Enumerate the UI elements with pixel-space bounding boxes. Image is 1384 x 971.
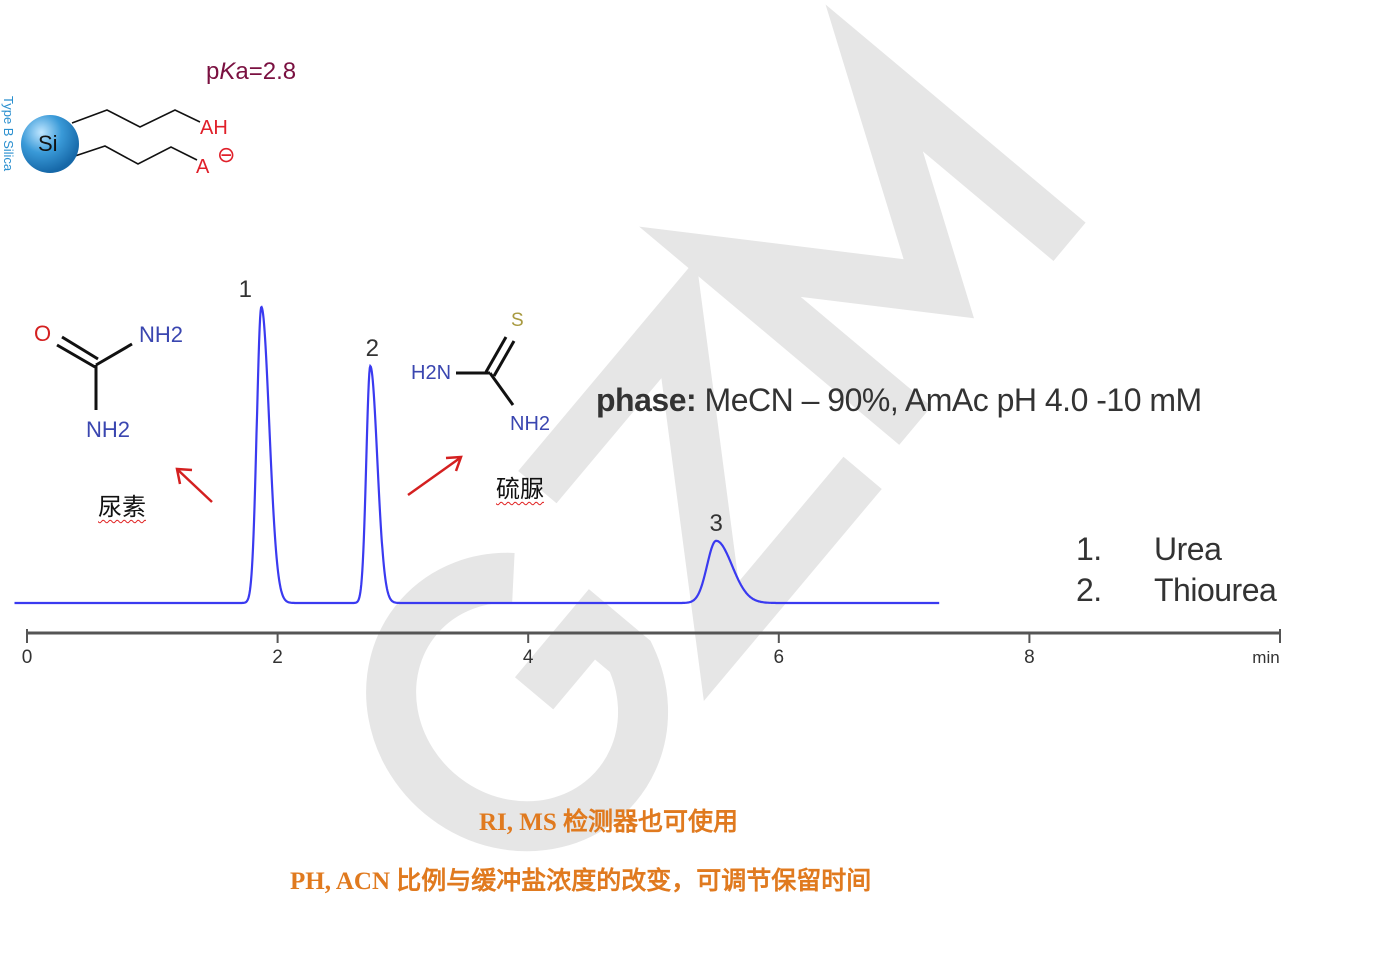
- mobile-phase-label: phase:: [596, 382, 697, 418]
- x-tick-label: 6: [774, 647, 785, 668]
- x-tick-label: 8: [1024, 647, 1035, 668]
- thiourea-sulfur: S: [511, 310, 524, 331]
- acid-group-label: AH: [200, 117, 228, 139]
- arrow-to-thiourea: [407, 455, 463, 497]
- x-axis-label: min: [1252, 648, 1279, 667]
- thiourea-structure: [456, 336, 516, 406]
- legend-item: 2. Thiourea: [1076, 572, 1277, 608]
- thiourea-nh2: NH2: [510, 413, 551, 435]
- watermark-letter-g: [366, 552, 669, 852]
- silica-particle: [21, 115, 79, 173]
- peak-label: 3: [709, 510, 722, 537]
- thiourea-h2n: H2N: [411, 362, 452, 384]
- arrow-to-urea: [175, 467, 213, 503]
- watermark-letter-m: [639, 4, 1086, 445]
- retention-note: PH, ACN 比例与缓冲盐浓度的改变，可调节保留时间: [290, 868, 872, 895]
- silica-type-label: Type B Silica: [1, 96, 16, 172]
- urea-name-cn: 尿素: [98, 493, 146, 521]
- alkyl-chain-bottom: [71, 145, 198, 165]
- x-tick-label: 4: [523, 647, 534, 668]
- alkyl-chain-top: [71, 109, 201, 128]
- mobile-phase-value: MeCN – 90%, AmAc pH 4.0 -10 mM: [704, 382, 1203, 418]
- stationary-phase-diagram: [21, 109, 201, 173]
- pka-label: pKa=2.8: [206, 58, 297, 85]
- peak-label: 2: [366, 335, 379, 362]
- urea-oxygen: O: [34, 321, 52, 346]
- watermark: [366, 4, 1086, 852]
- thiourea-name-cn: 硫脲: [496, 475, 544, 503]
- urea-nh2-bottom: NH2: [86, 417, 131, 442]
- urea-structure: [56, 335, 133, 410]
- detector-note: RI, MS 检测器也可使用: [479, 809, 739, 836]
- x-tick-label: 0: [22, 647, 33, 668]
- x-tick-label: 2: [272, 647, 283, 668]
- silica-particle-label: Si: [38, 131, 58, 156]
- negative-charge-icon: ⊖: [217, 142, 236, 167]
- mobile-phase: phase: MeCN – 90%, AmAc pH 4.0 -10 mM: [596, 381, 1202, 419]
- urea-nh2-top: NH2: [139, 322, 184, 347]
- chromatogram: 1 2 3 0 2 4 6 8 min: [14, 276, 1281, 668]
- legend-item: 1. Urea: [1076, 531, 1222, 567]
- watermark-letter-z: [518, 258, 882, 702]
- chromatogram-trace: [14, 305, 940, 605]
- peak-label: 1: [239, 276, 252, 303]
- anion-group-label: A: [196, 156, 210, 178]
